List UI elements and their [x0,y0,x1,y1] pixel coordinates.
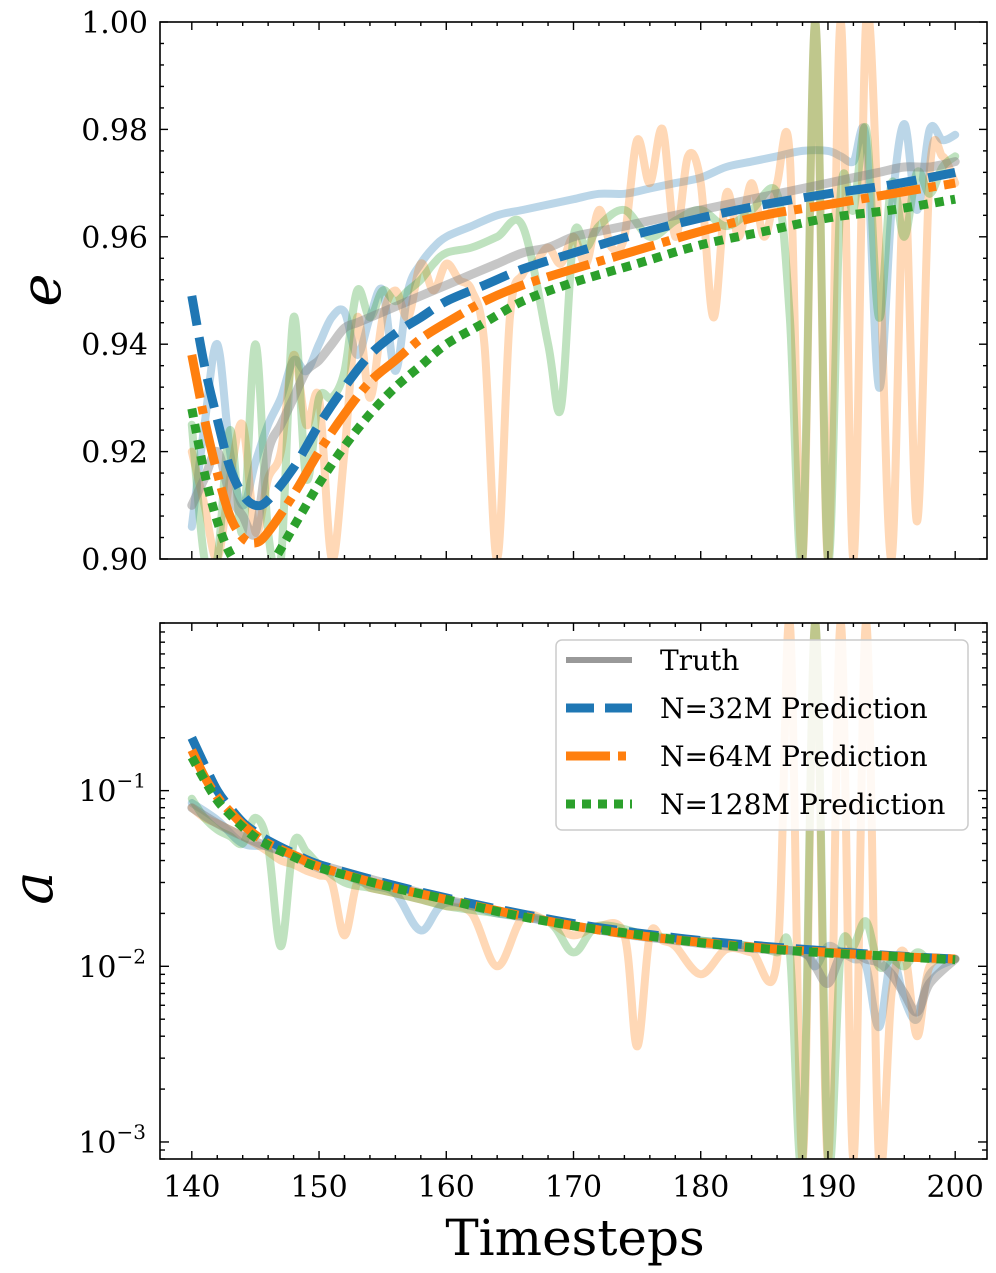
top-ytick-label-0: 0.90 [81,543,148,578]
legend-label-128m: N=128M Prediction [660,788,945,821]
bot-xtick-label-190: 190 [799,1170,856,1205]
bot-ytick-label-1: 10−2 [78,944,146,985]
legend-label-truth: Truth [660,644,739,677]
bot-raw-line-64m [187,623,960,1159]
top-axes-frame [159,21,988,560]
top-ytick-label-5: 1.00 [81,6,148,41]
panel-bottom: 10−1 10−2 10−3 140 150 160 170 180 190 200 a Time… [1,622,988,1267]
top-ticks: 0.90 0.92 0.94 0.96 0.98 1.00 [81,6,987,578]
top-plot-area [187,22,960,559]
top-prediction-line-128m [187,194,956,559]
legend-label-64m: N=64M Prediction [660,740,928,773]
top-prediction-layer [187,167,957,559]
bottom-ylabel: a [1,871,66,904]
bottom-plot-area [187,623,960,1159]
bot-xtick-label-160: 160 [418,1170,475,1205]
legend-label-32m: N=32M Prediction [660,692,928,725]
top-ytick-label-4: 0.98 [81,113,148,148]
legend-frame [555,639,969,831]
bottom-axes-frame [159,622,988,1160]
legend: Truth N=32M Prediction N=64M Prediction … [555,639,969,831]
top-ytick-label-2: 0.94 [81,328,148,363]
bot-prediction-line-128m [187,755,956,965]
bot-xtick-label-140: 140 [163,1170,220,1205]
top-ytick-label-1: 0.92 [81,436,148,471]
panel-top: 0.90 0.92 0.94 0.96 0.98 1.00 e [9,6,988,578]
top-raw-line-32m [187,120,960,531]
bot-xtick-label-200: 200 [927,1170,984,1205]
top-truth-line [187,157,960,540]
x-axis-title: Timesteps [445,1209,704,1267]
bottom-ticks: 10−1 10−2 10−3 140 150 160 170 180 190 200 [78,622,987,1205]
bot-xtick-label-180: 180 [672,1170,729,1205]
top-ylabel: e [9,273,74,306]
top-truth-layer [187,157,960,540]
top-raw-layer [187,22,960,559]
bot-xtick-label-170: 170 [545,1170,602,1205]
top-prediction-line-32m [187,167,957,511]
bottom-prediction-layer [187,735,956,965]
bot-ytick-label-2: 10−3 [78,1120,146,1161]
top-prediction-line-64m [187,178,956,548]
top-ytick-label-3: 0.96 [81,221,148,256]
bot-ytick-label-0: 10−1 [78,769,146,810]
bot-xtick-label-150: 150 [290,1170,347,1205]
